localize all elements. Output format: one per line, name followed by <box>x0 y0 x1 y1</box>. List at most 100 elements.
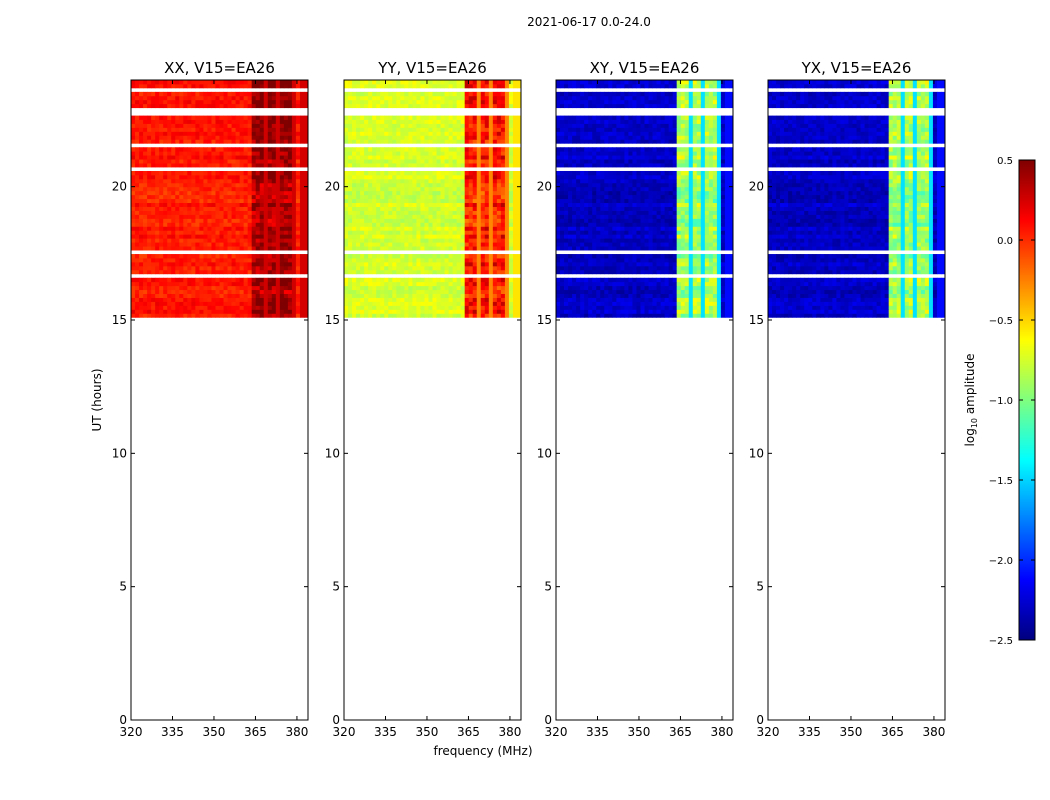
heatmap-cell <box>448 91 454 97</box>
heatmap-cell <box>420 242 425 247</box>
heatmap-cell <box>175 265 180 271</box>
heatmap-cell <box>416 238 421 243</box>
heatmap-cell <box>183 242 188 247</box>
heatmap-cell <box>171 131 176 136</box>
heatmap-cell <box>135 214 140 219</box>
heatmap-cell <box>408 210 413 215</box>
heatmap-cell <box>488 285 494 291</box>
heatmap-cell <box>408 182 413 188</box>
heatmap-cell <box>424 210 429 215</box>
heatmap-cell <box>456 147 462 152</box>
heatmap-cell <box>303 297 308 302</box>
heatmap-cell <box>448 265 454 271</box>
heatmap-cell <box>388 210 393 215</box>
heatmap-cell <box>412 246 417 251</box>
heatmap-cell <box>380 206 385 211</box>
heatmap-cell <box>215 91 220 97</box>
heatmap-cell <box>199 234 204 239</box>
heatmap-cell <box>131 246 136 251</box>
heatmap-cell <box>420 103 425 109</box>
heatmap-cell <box>376 151 381 156</box>
heatmap-cell <box>199 80 204 85</box>
heatmap-cell <box>428 206 433 211</box>
heatmap-cell <box>396 289 401 294</box>
heatmap-cell <box>287 309 293 314</box>
heatmap-cell <box>624 301 629 306</box>
heatmap-cell <box>291 127 297 132</box>
heatmap-cell <box>207 119 212 124</box>
heatmap-cell <box>267 163 273 168</box>
heatmap-cell <box>424 91 429 97</box>
heatmap-cell <box>444 277 449 283</box>
heatmap-cell <box>716 301 722 306</box>
heatmap-cell <box>283 293 289 298</box>
heatmap-cell <box>139 301 144 306</box>
heatmap-cell <box>364 99 369 105</box>
heatmap-cell <box>227 230 232 235</box>
heatmap-cell <box>143 147 148 152</box>
heatmap-cell <box>388 99 393 105</box>
heatmap-cell <box>215 230 220 235</box>
heatmap-cell <box>436 127 441 132</box>
heatmap-cell <box>564 293 569 298</box>
heatmap-cell <box>404 218 409 223</box>
heatmap-cell <box>291 293 297 298</box>
heatmap-cell <box>183 190 188 196</box>
heatmap-cell <box>203 182 208 188</box>
heatmap-cell <box>344 170 349 176</box>
heatmap-cell <box>480 147 486 152</box>
heatmap-cell <box>448 234 454 239</box>
heatmap-cell <box>668 293 674 298</box>
heatmap-cell <box>267 313 273 318</box>
heatmap-cell <box>159 198 164 204</box>
heatmap-cell <box>360 210 365 215</box>
heatmap-cell <box>384 186 389 192</box>
heatmap-cell <box>428 127 433 132</box>
heatmap-cell <box>696 301 702 306</box>
heatmap-cell <box>472 265 478 271</box>
heatmap-cell <box>143 301 148 306</box>
heatmap-cell <box>432 159 437 164</box>
heatmap-cell <box>364 226 369 231</box>
heatmap-cell <box>476 95 482 101</box>
heatmap-cell <box>408 277 413 283</box>
heatmap-cell <box>283 269 289 275</box>
heatmap-cell <box>412 206 417 211</box>
heatmap-cell <box>131 226 136 231</box>
heatmap-cell <box>368 83 373 89</box>
heatmap-cell <box>448 214 454 219</box>
heatmap-cell <box>183 293 188 298</box>
heatmap-cell <box>708 309 714 314</box>
heatmap-cell <box>287 190 293 196</box>
heatmap-cell <box>159 95 164 101</box>
heatmap-cell <box>512 261 518 267</box>
heatmap-cell <box>247 80 253 85</box>
heatmap-cell <box>195 242 200 247</box>
heatmap-cell <box>295 258 301 263</box>
heatmap-cell <box>456 281 462 287</box>
heatmap-cell <box>227 289 232 294</box>
heatmap-cell <box>195 80 200 85</box>
heatmap-cell <box>267 309 273 314</box>
heatmap-cell <box>275 230 281 235</box>
heatmap-cell <box>480 258 486 263</box>
heatmap-cell <box>696 309 702 314</box>
heatmap-cell <box>219 127 224 132</box>
heatmap-cell <box>500 182 506 188</box>
heatmap-cell <box>452 186 458 192</box>
heatmap-cell <box>195 99 200 105</box>
heatmap-cell <box>696 297 702 302</box>
heatmap-cell <box>452 80 458 85</box>
heatmap-cell <box>364 230 369 235</box>
heatmap-cell <box>456 269 462 275</box>
heatmap-cell <box>368 206 373 211</box>
heatmap-cell <box>508 127 514 132</box>
heatmap-cell <box>199 206 204 211</box>
heatmap-cell <box>139 210 144 215</box>
heatmap-cell <box>295 186 301 192</box>
heatmap-cell <box>247 127 253 132</box>
heatmap-cell <box>508 131 514 136</box>
heatmap-cell <box>199 226 204 231</box>
heatmap-cell <box>283 135 289 140</box>
